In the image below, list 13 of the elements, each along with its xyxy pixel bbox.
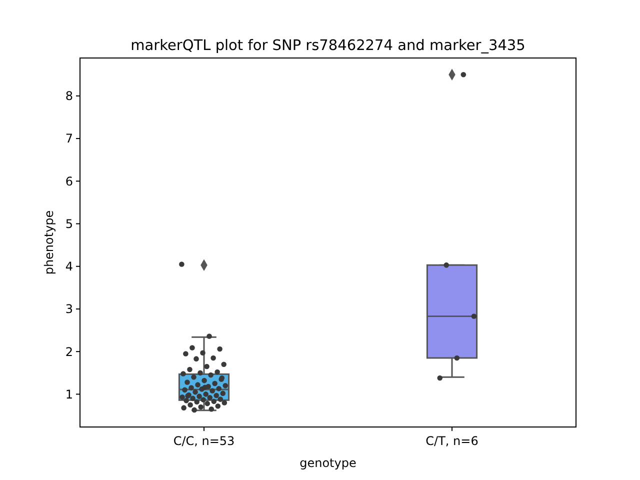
y-tick-label: 5 (65, 216, 73, 231)
y-tick-label: 8 (65, 89, 73, 104)
y-tick-label: 6 (65, 174, 73, 188)
y-tick-label: 1 (65, 387, 73, 402)
y-tick-label: 2 (65, 344, 73, 359)
x-tick-label: C/T, n=6 (426, 434, 478, 448)
y-tick-label: 4 (65, 260, 73, 274)
y-tick-label: 3 (65, 302, 73, 316)
y-tick-label: 7 (65, 132, 73, 146)
x-tick-label: C/C, n=53 (173, 434, 235, 448)
y-axis-title: phenotype (42, 210, 56, 275)
chart-title: markerQTL plot for SNP rs78462274 and marker_3435 (130, 38, 526, 54)
x-axis-title: genotype (300, 456, 356, 470)
